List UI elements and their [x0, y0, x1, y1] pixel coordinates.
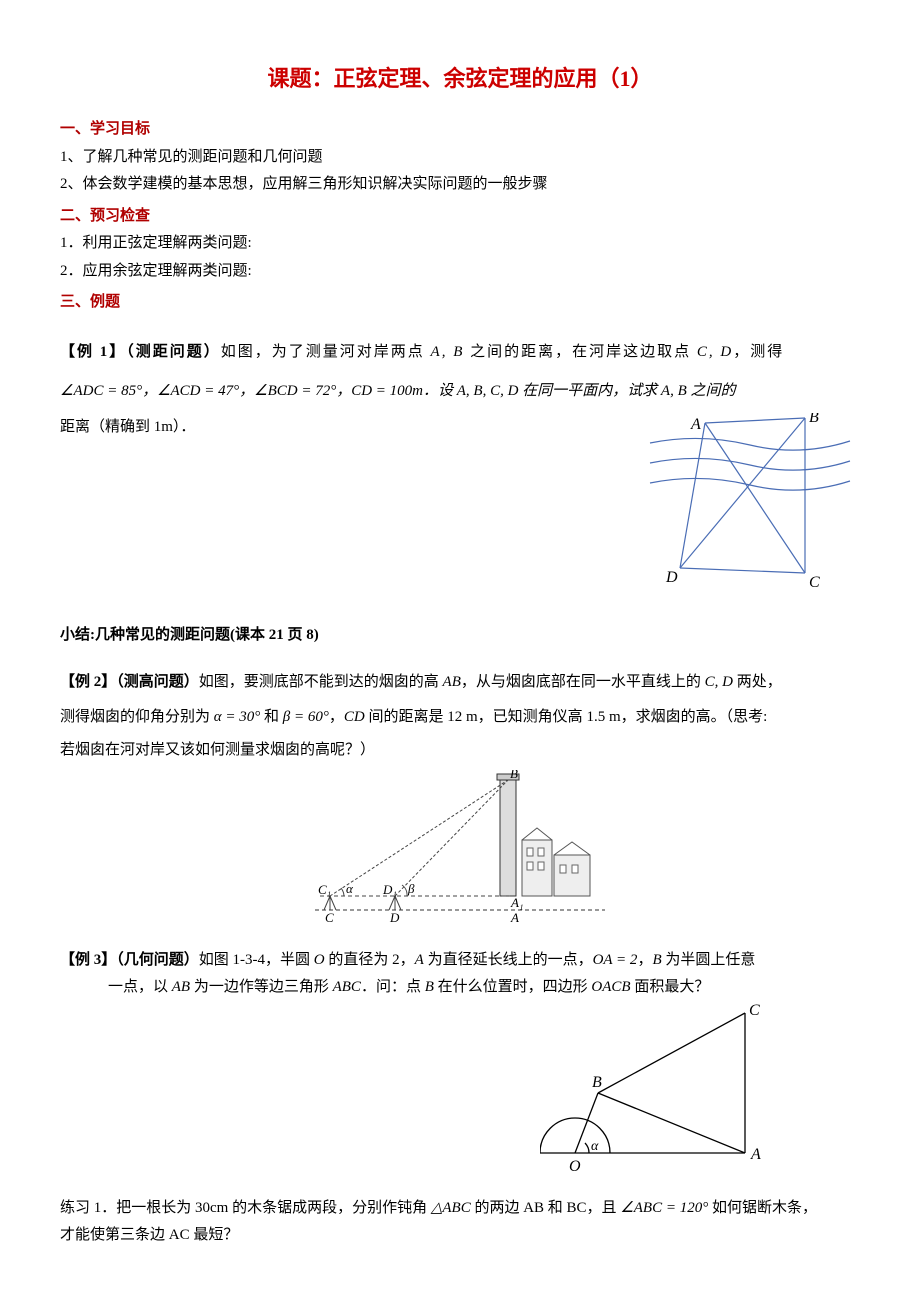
ex2-l2a: 测得烟囱的仰角分别为: [60, 709, 214, 725]
svg-text:A₁: A₁: [510, 895, 523, 910]
ex2-alpha: α = 30°: [214, 709, 261, 725]
example-3: 【例 3】（几何问题）如图 1-3-4，半圆 O 的直径为 2，A 为直径延长线…: [60, 948, 860, 1178]
ex1-eq: ∠ADC = 85°，∠ACD = 47°，∠BCD = 72°，CD = 10…: [60, 383, 736, 399]
ex3-l1c: ，: [400, 952, 415, 968]
svg-text:D: D: [665, 569, 678, 586]
ex3-Bp: B: [425, 979, 434, 995]
svg-text:B: B: [592, 1074, 602, 1091]
ex2-l1c: 两处，: [733, 674, 782, 690]
ex3-OAeq: OA = 2: [593, 952, 638, 968]
svg-text:C: C: [749, 1003, 760, 1019]
ex3-O: O: [314, 952, 325, 968]
page-title: 课题：正弦定理、余弦定理的应用（1）: [60, 60, 860, 97]
ex2-l1b: ，从与烟囱底部在同一水平直线上的: [461, 674, 705, 690]
ex3-OACB: OACB: [591, 979, 630, 995]
svg-text:A: A: [750, 1146, 761, 1163]
svg-text:A: A: [690, 416, 701, 433]
ex3-l2c: ．问：点: [361, 979, 425, 995]
svg-text:α: α: [346, 881, 354, 896]
ex1-line2: ∠ADC = 85°，∠ACD = 47°，∠BCD = 72°，CD = 10…: [60, 372, 860, 411]
svg-text:B: B: [809, 413, 819, 426]
ex3-l1f: 为半圆上任意: [662, 952, 756, 968]
ex2-label: 【例 2】（测高问题）: [60, 674, 199, 690]
ex3-ABC: ABC: [333, 979, 361, 995]
svg-text:α: α: [591, 1139, 599, 1154]
practice-1: 练习 1．把一根长为 30cm 的木条锯成两段，分别作钝角 △ABC 的两边 A…: [60, 1196, 860, 1249]
ex3-AB: AB: [172, 979, 190, 995]
ex2-l1a: 如图，要测底部不能到达的烟囱的高: [199, 674, 443, 690]
ex3-A: A: [415, 952, 424, 968]
p1-l1b: 的两边 AB 和 BC，且: [471, 1200, 621, 1216]
figure-1: A B C D: [640, 413, 860, 593]
ex3-l1e: ，: [637, 952, 652, 968]
svg-text:D: D: [389, 910, 400, 925]
p1-ang: ∠ABC = 120°: [620, 1200, 708, 1216]
ex3-B: B: [652, 952, 661, 968]
p1-dABC: △ABC: [431, 1200, 471, 1216]
sec1-item-1: 1、了解几种常见的测距问题和几何问题: [60, 145, 860, 171]
prac1-line1: 练习 1．把一根长为 30cm 的木条锯成两段，分别作钝角 △ABC 的两边 A…: [60, 1196, 860, 1222]
svg-text:C: C: [809, 574, 820, 591]
svg-text:C: C: [325, 910, 334, 925]
summary-1: 小结:几种常见的测距问题(课本 21 页 8): [60, 623, 860, 649]
ex2-cdlab: CD: [344, 709, 365, 725]
ex2-ab: AB: [443, 674, 461, 690]
ex1-line3: 距离（精确到 1m）．: [60, 415, 640, 441]
ex1-cd: C, D: [697, 344, 733, 360]
ex1-l1c: ，测得: [733, 344, 784, 360]
ex2-l2d: ，已知测角仪高: [478, 709, 587, 725]
ex2-cd: C, D: [705, 674, 733, 690]
ex2-l2c: 间的距离是: [365, 709, 448, 725]
example-1: 【例 1】（测距问题）如图，为了测量河对岸两点 A, B 之间的距离，在河岸这边…: [60, 334, 860, 593]
svg-text:β: β: [407, 881, 415, 896]
ex3-l1d: 为直径延长线上的一点，: [424, 952, 593, 968]
ex3-two: 2: [392, 952, 400, 968]
svg-text:O: O: [569, 1158, 581, 1175]
p1-l1c: 如何锯断木条，: [708, 1200, 817, 1216]
sec1-head: 一、学习目标: [60, 117, 860, 143]
ex2-l2e: ，求烟囱的高。（思考:: [621, 709, 768, 725]
ex3-label: 【例 3】（几何问题）: [60, 952, 199, 968]
ex3-l2b: 为一边作等边三角形: [190, 979, 333, 995]
ex2-line1: 【例 2】（测高问题）如图，要测底部不能到达的烟囱的高 AB，从与烟囱底部在同一…: [60, 666, 860, 699]
ex3-line1: 【例 3】（几何问题）如图 1-3-4，半圆 O 的直径为 2，A 为直径延长线…: [60, 948, 860, 974]
ex1-ab: A, B: [431, 344, 465, 360]
ex2-and: 和: [260, 709, 283, 725]
svg-text:B: B: [510, 770, 518, 781]
sec2-item-1: 1．利用正弦定理解两类问题:: [60, 231, 860, 257]
prac1-line2: 才能使第三条边 AC 最短？: [60, 1223, 860, 1249]
ex2-l2b: ，: [329, 709, 344, 725]
svg-text:A: A: [510, 910, 519, 925]
svg-text:C₁: C₁: [318, 882, 331, 897]
ex2-d12: 12 m: [447, 709, 477, 725]
ex1-l1a: 如图，为了测量河对岸两点: [221, 344, 431, 360]
ex2-line3: 若烟囱在河对岸又该如何测量求烟囱的高呢？）: [60, 738, 860, 764]
sec2-head: 二、预习检查: [60, 204, 860, 230]
svg-text:D₁: D₁: [382, 882, 397, 897]
figure-2: B A₁ A C₁ D₁ C D α β: [310, 770, 610, 930]
ex1-l1b: 之间的距离，在河岸这边取点: [464, 344, 697, 360]
ex3-l2a: 一点，以: [108, 979, 172, 995]
ex3-l2d: 在什么位置时，四边形: [434, 979, 592, 995]
ex2-beta: β = 60°: [283, 709, 329, 725]
ex3-l1a: 如图 1-3-4，半圆: [199, 952, 314, 968]
ex3-line2: 一点，以 AB 为一边作等边三角形 ABC．问：点 B 在什么位置时，四边形 O…: [108, 975, 860, 1001]
ex2-line2: 测得烟囱的仰角分别为 α = 30° 和 β = 60°，CD 间的距离是 12…: [60, 701, 860, 734]
ex1-line1: 【例 1】（测距问题）如图，为了测量河对岸两点 A, B 之间的距离，在河岸这边…: [60, 334, 860, 370]
sec1-item-2: 2、体会数学建模的基本思想，应用解三角形知识解决实际问题的一般步骤: [60, 172, 860, 198]
ex1-label: 【例 1】（测距问题）: [60, 344, 221, 360]
ex3-l1b: 的直径为: [325, 952, 393, 968]
sec2-item-2: 2．应用余弦定理解两类问题:: [60, 259, 860, 285]
ex2-h15: 1.5 m: [586, 709, 620, 725]
ex3-l2e: 面积最大？: [631, 979, 710, 995]
ex1-l3: 距离（精确到 1m）．: [60, 419, 195, 435]
sec3-head: 三、例题: [60, 290, 860, 316]
figure-3: O A B C α: [540, 1003, 780, 1178]
example-2: 【例 2】（测高问题）如图，要测底部不能到达的烟囱的高 AB，从与烟囱底部在同一…: [60, 666, 860, 930]
p1-l1a: 练习 1．把一根长为 30cm 的木条锯成两段，分别作钝角: [60, 1200, 431, 1216]
